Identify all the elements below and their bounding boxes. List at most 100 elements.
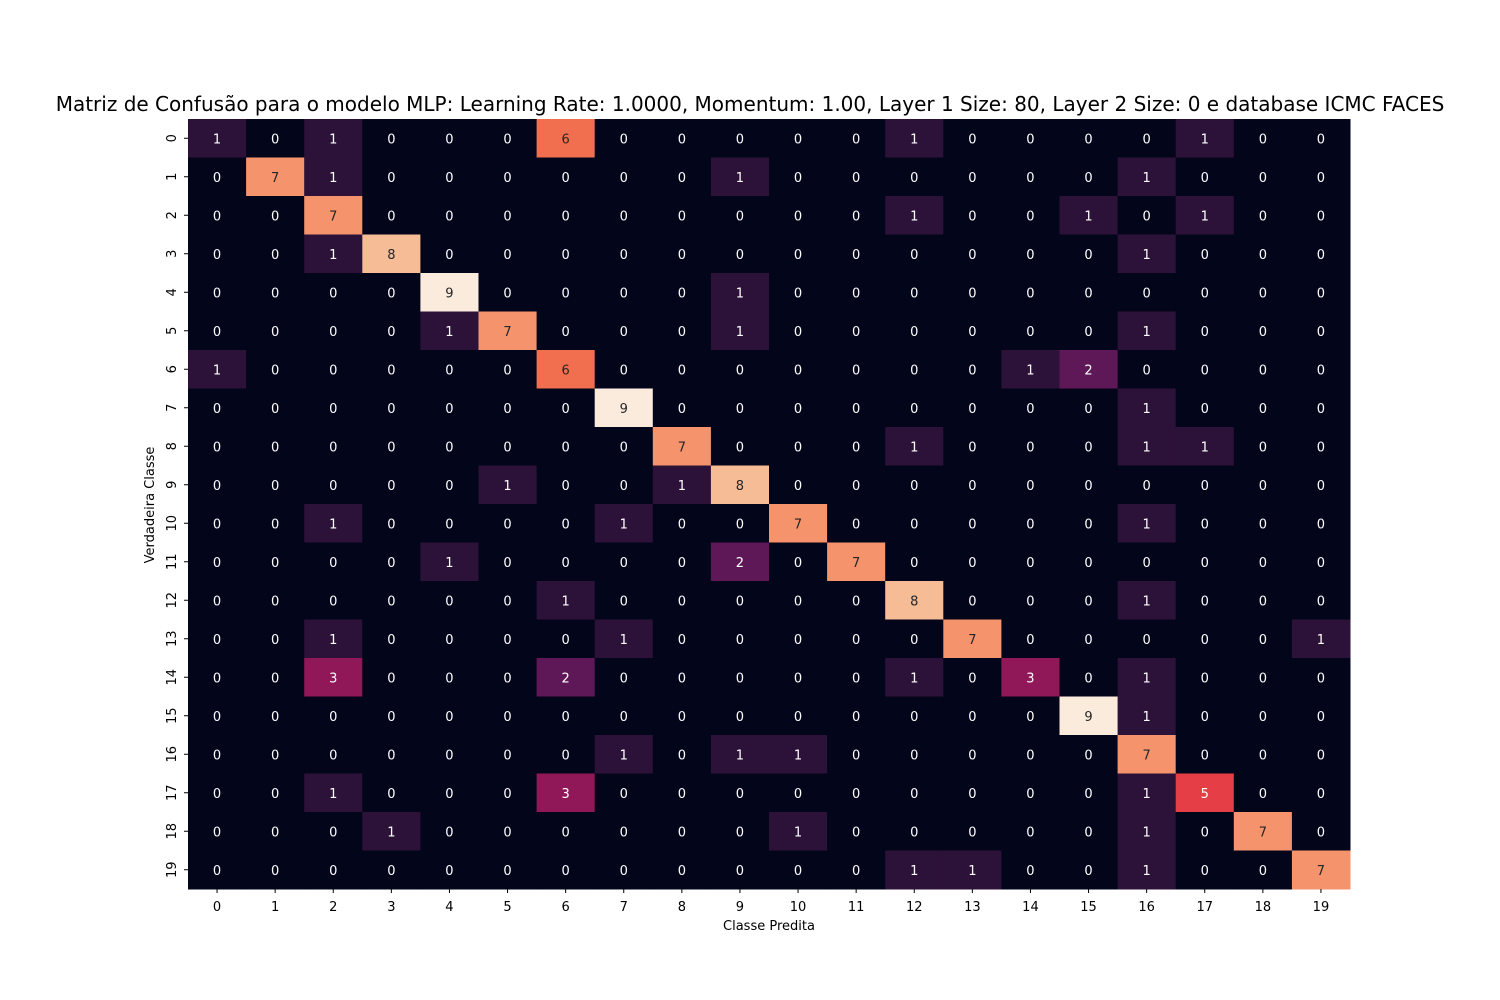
heatmap-cell-10-1: [246, 504, 305, 543]
cell-value-label-8-18: 0: [1259, 440, 1267, 455]
cell-value-label-4-18: 0: [1259, 286, 1267, 301]
cell-value-label-12-6: 1: [562, 594, 570, 609]
cell-value-label-4-19: 0: [1317, 286, 1325, 301]
heatmap-cell-12-11: [827, 581, 886, 620]
cell-value-label-14-4: 0: [445, 671, 453, 686]
heatmap-cell-5-9: [710, 311, 770, 351]
x-tick-label-12: 12: [906, 900, 923, 915]
heatmap-cell-8-6: [536, 427, 596, 466]
heatmap-cell-13-19: [1291, 619, 1351, 659]
cell-value-label-8-16: 1: [1143, 440, 1151, 455]
cell-value-label-4-7: 0: [620, 286, 628, 301]
cell-value-label-18-3: 1: [387, 825, 395, 840]
heatmap-cell-10-9: [710, 504, 770, 543]
heatmap-cell-9-18: [1233, 465, 1293, 505]
x-tick-label-17: 17: [1196, 900, 1213, 915]
cell-value-label-6-5: 0: [503, 363, 511, 378]
heatmap-cell-11-12: [885, 542, 944, 582]
cell-value-label-6-8: 0: [678, 363, 686, 378]
heatmap-cell-16-16: [1117, 735, 1177, 774]
cell-value-label-10-8: 0: [678, 517, 686, 532]
cell-value-label-5-16: 1: [1143, 325, 1151, 340]
cell-value-label-7-12: 0: [910, 402, 918, 417]
heatmap-cell-10-15: [1059, 504, 1119, 543]
cell-value-label-1-8: 0: [678, 171, 686, 186]
heatmap-cells: 1 0 1 0 0 0 6 0 0 0 0 0 1 0 0 0 0 1 0 0 0 7 1 0 0 0 0 0 0 1 0 0 0 0 0 0 1 0 0 0…: [188, 119, 1351, 890]
heatmap-cell-6-6: [536, 350, 596, 389]
heatmap-cell-16-1: [246, 735, 305, 774]
heatmap-cell-9-13: [943, 465, 1002, 505]
heatmap-cell-1-4: [420, 157, 479, 197]
heatmap-cell-14-11: [827, 658, 886, 697]
cell-value-label-14-5: 0: [503, 671, 511, 686]
cell-value-label-14-13: 0: [968, 671, 976, 686]
heatmap-cell-1-7: [594, 157, 654, 197]
cell-value-label-10-9: 0: [736, 517, 744, 532]
cell-value-label-4-5: 0: [503, 286, 511, 301]
heatmap-cell-5-3: [362, 311, 421, 351]
heatmap-cell-18-4: [420, 812, 479, 851]
heatmap-cell-1-1: [246, 157, 305, 197]
cell-value-label-11-7: 0: [620, 556, 628, 571]
cell-value-label-6-12: 0: [910, 363, 918, 378]
cell-value-label-3-14: 0: [1026, 248, 1034, 263]
cell-value-label-15-11: 0: [852, 710, 860, 725]
cell-value-label-0-6: 6: [562, 132, 570, 147]
cell-value-label-14-17: 0: [1201, 671, 1209, 686]
cell-value-label-9-18: 0: [1259, 479, 1267, 494]
heatmap-cell-7-0: [188, 388, 247, 428]
cell-value-label-5-9: 1: [736, 325, 744, 340]
cell-value-label-5-3: 0: [387, 325, 395, 340]
cell-value-label-15-18: 0: [1259, 710, 1267, 725]
cell-value-label-18-5: 0: [503, 825, 511, 840]
heatmap-cell-17-8: [652, 773, 712, 813]
heatmap-cell-9-11: [827, 465, 886, 505]
cell-value-label-11-15: 0: [1084, 556, 1092, 571]
heatmap-cell-13-5: [478, 619, 538, 659]
cell-value-label-4-2: 0: [329, 286, 337, 301]
heatmap-cell-13-2: [304, 619, 363, 659]
heatmap-cell-19-3: [362, 850, 421, 890]
cell-value-label-8-2: 0: [329, 440, 337, 455]
cell-value-label-10-10: 7: [794, 517, 802, 532]
cell-value-label-5-5: 7: [503, 325, 511, 340]
heatmap-cell-13-13: [943, 619, 1002, 659]
x-tick-label-15: 15: [1080, 900, 1097, 915]
heatmap-cell-4-19: [1291, 273, 1351, 312]
cell-value-label-8-11: 0: [852, 440, 860, 455]
cell-value-label-14-19: 0: [1317, 671, 1325, 686]
heatmap-cell-3-6: [536, 234, 596, 274]
heatmap-cell-13-0: [188, 619, 247, 659]
heatmap-cell-4-14: [1001, 273, 1060, 312]
heatmap-cell-4-4: [420, 273, 479, 312]
heatmap-cell-9-19: [1291, 465, 1351, 505]
heatmap-cell-2-0: [188, 196, 247, 235]
cell-value-label-9-1: 0: [271, 479, 279, 494]
heatmap-cell-14-12: [885, 658, 944, 697]
heatmap-cell-3-12: [885, 234, 944, 274]
cell-value-label-6-2: 0: [329, 363, 337, 378]
cell-value-label-15-4: 0: [445, 710, 453, 725]
heatmap-cell-18-6: [536, 812, 596, 851]
cell-value-label-16-0: 0: [213, 748, 221, 763]
heatmap-cell-14-2: [304, 658, 363, 697]
heatmap-cell-1-13: [943, 157, 1002, 197]
cell-value-label-6-18: 0: [1259, 363, 1267, 378]
cell-value-label-6-10: 0: [794, 363, 802, 378]
heatmap-cell-1-14: [1001, 157, 1060, 197]
cell-value-label-1-19: 0: [1317, 171, 1325, 186]
heatmap-cell-18-16: [1117, 812, 1177, 851]
cell-value-label-0-12: 1: [910, 132, 918, 147]
heatmap-cell-1-17: [1175, 157, 1235, 197]
y-tick-label-15: 15: [165, 707, 180, 724]
heatmap-cell-0-15: [1059, 119, 1119, 158]
heatmap-cell-4-1: [246, 273, 305, 312]
cell-value-label-19-10: 0: [794, 864, 802, 879]
x-tick-label-8: 8: [678, 900, 686, 915]
heatmap-cell-10-4: [420, 504, 479, 543]
heatmap-cell-11-18: [1233, 542, 1293, 582]
cell-value-label-15-1: 0: [271, 710, 279, 725]
cell-value-label-15-7: 0: [620, 710, 628, 725]
cell-value-label-5-4: 1: [445, 325, 453, 340]
heatmap-cell-3-3: [362, 234, 421, 274]
